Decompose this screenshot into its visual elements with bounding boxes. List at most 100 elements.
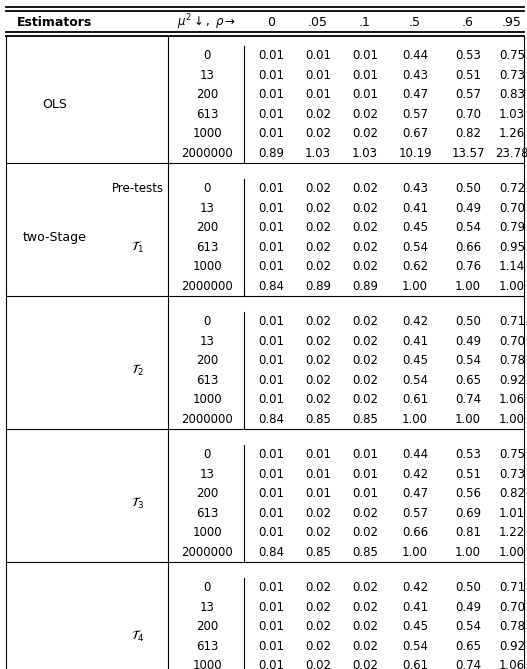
Text: 0.57: 0.57 (455, 88, 481, 101)
Text: 1.00: 1.00 (402, 546, 428, 559)
Text: 1.00: 1.00 (499, 280, 525, 293)
Text: 0.01: 0.01 (258, 334, 284, 348)
Text: 0.01: 0.01 (305, 50, 331, 62)
Text: 10.19: 10.19 (398, 147, 432, 160)
Text: 0.73: 0.73 (499, 69, 525, 82)
Text: 613: 613 (196, 241, 218, 254)
Text: 0.01: 0.01 (305, 448, 331, 461)
Text: 613: 613 (196, 374, 218, 387)
Text: 0.71: 0.71 (499, 581, 525, 594)
Text: 0.01: 0.01 (258, 506, 284, 520)
Text: 0.89: 0.89 (305, 280, 331, 293)
Text: 0: 0 (203, 448, 211, 461)
Text: 0.02: 0.02 (305, 334, 331, 348)
Text: 0.67: 0.67 (402, 127, 428, 140)
Text: 0.02: 0.02 (352, 108, 378, 120)
Text: 0.74: 0.74 (455, 659, 481, 669)
Text: 0.01: 0.01 (352, 448, 378, 461)
Text: 0.70: 0.70 (499, 202, 525, 215)
Text: 0.01: 0.01 (258, 221, 284, 234)
Text: 200: 200 (196, 355, 218, 367)
Text: 613: 613 (196, 640, 218, 653)
Text: 0.01: 0.01 (258, 448, 284, 461)
Text: 0.82: 0.82 (499, 487, 525, 500)
Text: 0.71: 0.71 (499, 315, 525, 328)
Text: 613: 613 (196, 506, 218, 520)
Text: $\mathcal{T}_4$: $\mathcal{T}_4$ (131, 629, 145, 644)
Text: 0.57: 0.57 (402, 108, 428, 120)
Text: 0.01: 0.01 (258, 127, 284, 140)
Text: 0.01: 0.01 (258, 527, 284, 539)
Text: 13: 13 (200, 468, 214, 481)
Text: $\mathcal{T}_3$: $\mathcal{T}_3$ (131, 496, 145, 511)
Text: 0.85: 0.85 (305, 413, 331, 425)
Text: 0.01: 0.01 (258, 50, 284, 62)
Text: 0.02: 0.02 (305, 374, 331, 387)
Text: 0.41: 0.41 (402, 601, 428, 613)
Text: 0.01: 0.01 (258, 182, 284, 195)
Text: 0.02: 0.02 (305, 127, 331, 140)
Text: 0.44: 0.44 (402, 50, 428, 62)
Text: 0.01: 0.01 (258, 374, 284, 387)
Text: 0.62: 0.62 (402, 260, 428, 273)
Text: 0.01: 0.01 (352, 88, 378, 101)
Text: 0.45: 0.45 (402, 221, 428, 234)
Text: 13: 13 (200, 69, 214, 82)
Text: 0.01: 0.01 (305, 468, 331, 481)
Text: .6: .6 (462, 15, 474, 29)
Text: 0.70: 0.70 (499, 334, 525, 348)
Text: 1.01: 1.01 (499, 506, 525, 520)
Text: 0.85: 0.85 (352, 413, 378, 425)
Text: 0.02: 0.02 (305, 527, 331, 539)
Text: 0.02: 0.02 (305, 260, 331, 273)
Text: $\mathcal{T}_2$: $\mathcal{T}_2$ (131, 363, 144, 378)
Text: 0.81: 0.81 (455, 527, 481, 539)
Text: 0.02: 0.02 (352, 221, 378, 234)
Text: 0.50: 0.50 (455, 581, 481, 594)
Text: 0.02: 0.02 (352, 355, 378, 367)
Text: 0.01: 0.01 (258, 69, 284, 82)
Text: 0.02: 0.02 (305, 506, 331, 520)
Text: 0.95: 0.95 (499, 241, 525, 254)
Text: 0.42: 0.42 (402, 468, 428, 481)
Text: 0.89: 0.89 (258, 147, 284, 160)
Text: 1.14: 1.14 (499, 260, 525, 273)
Text: 0: 0 (203, 581, 211, 594)
Text: 0.02: 0.02 (352, 393, 378, 406)
Text: 0.47: 0.47 (402, 487, 428, 500)
Text: 0.54: 0.54 (455, 355, 481, 367)
Text: 0.43: 0.43 (402, 182, 428, 195)
Text: 0.42: 0.42 (402, 581, 428, 594)
Text: 0.02: 0.02 (352, 640, 378, 653)
Text: 0.02: 0.02 (305, 202, 331, 215)
Text: 0.02: 0.02 (352, 374, 378, 387)
Text: 1.06: 1.06 (499, 393, 525, 406)
Text: 0.02: 0.02 (352, 202, 378, 215)
Text: 0.01: 0.01 (352, 50, 378, 62)
Text: 0.01: 0.01 (258, 601, 284, 613)
Text: 0.02: 0.02 (352, 527, 378, 539)
Text: 0: 0 (267, 15, 275, 29)
Text: 13: 13 (200, 202, 214, 215)
Text: 0.50: 0.50 (455, 182, 481, 195)
Text: 2000000: 2000000 (181, 546, 233, 559)
Text: .1: .1 (359, 15, 371, 29)
Text: 0.49: 0.49 (455, 202, 481, 215)
Text: 0.54: 0.54 (402, 374, 428, 387)
Text: 1.00: 1.00 (455, 546, 481, 559)
Text: 0.45: 0.45 (402, 620, 428, 634)
Text: 0.02: 0.02 (305, 601, 331, 613)
Text: 0.85: 0.85 (305, 546, 331, 559)
Text: 0.84: 0.84 (258, 413, 284, 425)
Text: OLS: OLS (43, 98, 67, 111)
Text: 200: 200 (196, 487, 218, 500)
Text: .05: .05 (308, 15, 328, 29)
Text: 0.02: 0.02 (352, 127, 378, 140)
Text: 1000: 1000 (192, 127, 222, 140)
Text: 0.02: 0.02 (352, 182, 378, 195)
Text: 0.74: 0.74 (455, 393, 481, 406)
Text: 0: 0 (203, 315, 211, 328)
Text: 0.85: 0.85 (352, 546, 378, 559)
Text: 0.01: 0.01 (305, 69, 331, 82)
Text: 0.45: 0.45 (402, 355, 428, 367)
